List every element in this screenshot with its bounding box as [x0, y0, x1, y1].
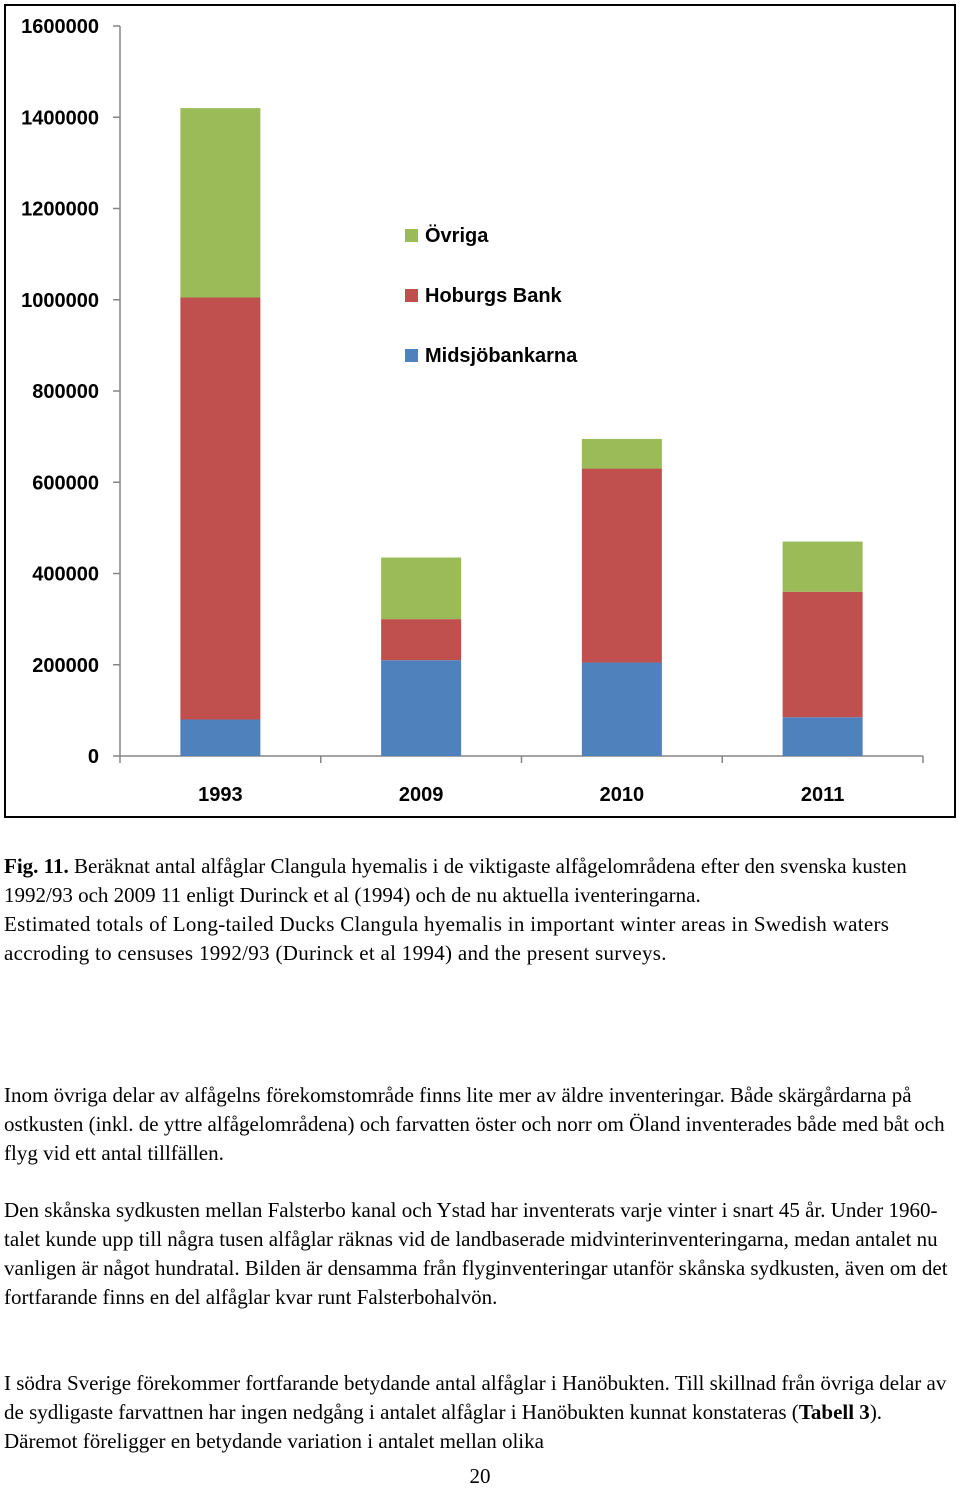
table-reference: Tabell 3 [798, 1400, 870, 1424]
paragraph-3-end: ). Däremot föreligger en betydande varia… [4, 1400, 883, 1453]
legend-swatch [405, 349, 418, 362]
bar-segment [381, 619, 462, 661]
bar-segment [782, 591, 863, 718]
x-tick-label: 1993 [198, 784, 243, 806]
paragraph-3: I södra Sverige förekommer fortfarande b… [4, 1369, 956, 1456]
y-tick-label: 0 [88, 746, 99, 768]
bar-segment [581, 468, 662, 663]
figure-caption: Fig. 11. Beräknat antal alfåglar Clangul… [4, 852, 956, 968]
x-tick-label: 2009 [399, 784, 444, 806]
bar-segment [381, 557, 462, 620]
paragraph-2-text: Den skånska sydkusten mellan Falsterbo k… [4, 1198, 948, 1309]
x-tick-label: 2011 [801, 784, 844, 806]
bar-segment [180, 297, 261, 720]
y-tick-label: 400000 [32, 564, 99, 586]
bar-segment [180, 108, 261, 298]
y-tick-label: 1400000 [21, 107, 99, 129]
page-number: 20 [469, 1464, 491, 1488]
y-tick-label: 1000000 [21, 290, 99, 312]
bar-segment [581, 662, 662, 756]
bar-segment [782, 717, 863, 756]
y-tick-label: 1200000 [21, 199, 99, 221]
bar-segment [381, 660, 462, 756]
legend-label: Hoburgs Bank [425, 285, 563, 307]
x-tick-label: 2010 [600, 784, 645, 806]
stacked-bar-chart: 0 200000 400000 600000 800000 1000000 1200000 1… [21, 16, 924, 806]
bar-segment [782, 541, 863, 592]
legend-swatch [405, 289, 418, 302]
paragraph-1: Inom övriga delar av alfågelns förekomst… [4, 1081, 956, 1168]
paragraph-3-start: I södra Sverige förekommer fortfarande b… [4, 1371, 947, 1424]
bar-segment [581, 438, 662, 469]
y-tick-label: 200000 [32, 655, 99, 677]
bar-segment [180, 719, 261, 756]
legend-label: Övriga [425, 224, 489, 247]
caption-english: Estimated totals of Long-tailed Ducks Cl… [4, 912, 890, 965]
paragraph-3-text: I södra Sverige förekommer fortfarande b… [4, 1369, 956, 1456]
caption-swedish-text: Beräknat antal alfåglar Clangula hyemali… [4, 854, 907, 907]
legend-swatch [405, 229, 418, 242]
legend-label: Midsjöbankarna [425, 345, 578, 367]
y-tick-label: 800000 [32, 381, 99, 403]
caption-label: Fig. 11. [4, 854, 69, 878]
y-tick-label: 600000 [32, 472, 99, 494]
paragraph-2: Den skånska sydkusten mellan Falsterbo k… [4, 1196, 956, 1312]
paragraph-1-text: Inom övriga delar av alfågelns förekomst… [4, 1083, 945, 1165]
y-tick-label: 1600000 [21, 16, 99, 38]
caption-swedish: Fig. 11. Beräknat antal alfåglar Clangul… [4, 852, 956, 910]
